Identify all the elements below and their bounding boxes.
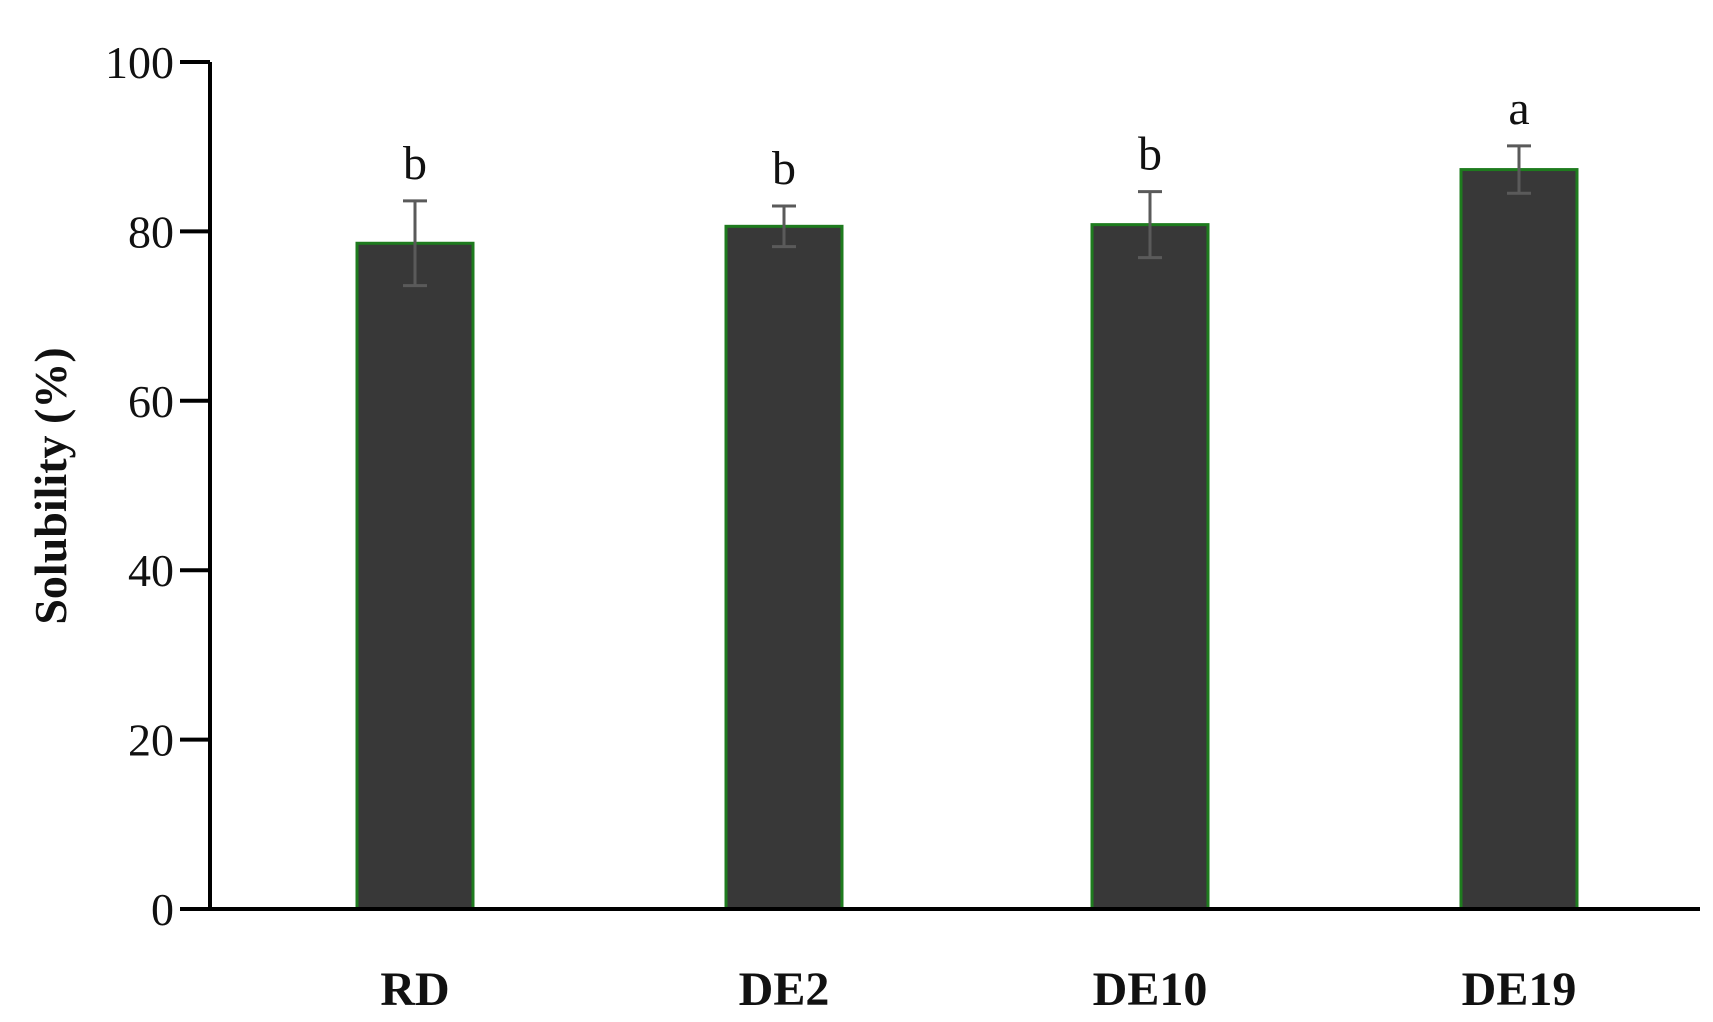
significance-label-rd: b [403, 137, 427, 190]
labels-layer: b RD b DE2 b DE10 a DE19 0 20 40 60 80 100 [105, 37, 1576, 1016]
x-tick-label-de10: DE10 [1093, 963, 1208, 1016]
bar-de2 [724, 224, 844, 911]
y-tick-label-20: 20 [128, 715, 174, 766]
x-tick-label-de19: DE19 [1462, 963, 1577, 1016]
y-tick-label-0: 0 [151, 884, 174, 935]
y-tick-label-40: 40 [128, 545, 174, 596]
y-tick-label-60: 60 [128, 376, 174, 427]
x-tick-label-rd: RD [380, 963, 449, 1016]
y-tick-label-80: 80 [128, 206, 174, 257]
y-tick-label-100: 100 [105, 37, 174, 88]
bar-de19 [1459, 168, 1579, 911]
bar-de10 [1090, 223, 1210, 911]
significance-label-de2: b [772, 142, 796, 195]
significance-label-de10: b [1138, 128, 1162, 181]
x-tick-label-de2: DE2 [739, 963, 830, 1016]
bar-rd [355, 241, 475, 911]
significance-label-de19: a [1508, 82, 1529, 135]
y-axis-label: Solubility (%) [25, 347, 76, 624]
error-bars-layer [403, 144, 1531, 288]
axes-layer [180, 60, 1700, 911]
bars-layer [355, 168, 1579, 911]
